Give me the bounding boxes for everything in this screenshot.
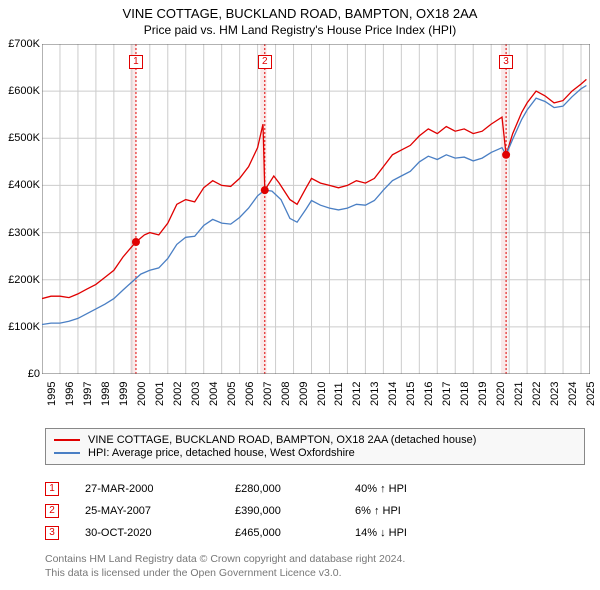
sales-date: 30-OCT-2020 [85,527,235,539]
x-tick-label: 2011 [333,382,345,406]
legend-row: VINE COTTAGE, BUCKLAND ROAD, BAMPTON, OX… [54,434,576,446]
y-tick-label: £500K [8,132,40,144]
x-tick-label: 1997 [82,382,94,406]
sales-table: 1 27-MAR-2000£280,00040% ↑ HPI 2 25-MAY-200… [45,478,585,544]
title-main: VINE COTTAGE, BUCKLAND ROAD, BAMPTON, OX… [0,6,600,21]
x-tick-label: 2004 [208,382,220,406]
chart-titles: VINE COTTAGE, BUCKLAND ROAD, BAMPTON, OX… [0,0,600,37]
x-tick-label: 2008 [280,382,292,406]
legend-swatch [54,452,80,454]
footer-line2: This data is licensed under the Open Gov… [45,566,405,580]
sales-row: 1 27-MAR-2000£280,00040% ↑ HPI [45,478,585,500]
x-tick-label: 1999 [118,382,130,406]
x-tick-label: 2024 [567,382,579,406]
y-tick-label: £700K [8,38,40,50]
x-tick-label: 2013 [369,382,381,406]
y-tick-label: £400K [8,179,40,191]
y-tick-label: £0 [28,368,40,380]
title-sub: Price paid vs. HM Land Registry's House … [0,23,600,37]
x-tick-label: 1998 [100,382,112,406]
sales-idx-badge: 3 [45,526,59,540]
sales-pct: 14% ↓ HPI [355,527,475,539]
x-tick-label: 1995 [46,382,58,406]
legend-label: HPI: Average price, detached house, West… [88,447,355,459]
x-tick-label: 2000 [136,382,148,406]
chart-container: VINE COTTAGE, BUCKLAND ROAD, BAMPTON, OX… [0,0,600,590]
sale-marker-badge: 3 [499,55,513,69]
x-tick-label: 2005 [226,382,238,406]
sales-row: 3 30-OCT-2020£465,00014% ↓ HPI [45,522,585,544]
sales-date: 25-MAY-2007 [85,505,235,517]
plot-svg [42,44,590,374]
sales-idx-badge: 2 [45,504,59,518]
sales-price: £465,000 [235,527,355,539]
x-tick-label: 2007 [262,382,274,406]
x-tick-label: 2023 [549,382,561,406]
footer-line1: Contains HM Land Registry data © Crown c… [45,552,405,566]
x-tick-label: 2003 [190,382,202,406]
sales-idx-badge: 1 [45,482,59,496]
x-tick-label: 2012 [351,382,363,406]
x-tick-label: 2002 [172,382,184,406]
sales-pct: 6% ↑ HPI [355,505,475,517]
y-tick-label: £100K [8,321,40,333]
sales-price: £280,000 [235,483,355,495]
x-tick-label: 2018 [459,382,471,406]
legend-swatch [54,439,80,441]
sales-pct: 40% ↑ HPI [355,483,475,495]
x-tick-label: 2016 [423,382,435,406]
sales-price: £390,000 [235,505,355,517]
x-tick-label: 2020 [495,382,507,406]
x-tick-label: 2015 [405,382,417,406]
legend-label: VINE COTTAGE, BUCKLAND ROAD, BAMPTON, OX… [88,434,476,446]
legend: VINE COTTAGE, BUCKLAND ROAD, BAMPTON, OX… [45,428,585,465]
footer-attribution: Contains HM Land Registry data © Crown c… [45,552,405,580]
x-tick-label: 2017 [441,382,453,406]
x-tick-label: 2022 [531,382,543,406]
x-tick-label: 2006 [244,382,256,406]
legend-row: HPI: Average price, detached house, West… [54,447,576,459]
y-tick-label: £200K [8,274,40,286]
x-tick-label: 2021 [513,382,525,406]
sales-date: 27-MAR-2000 [85,483,235,495]
sale-marker-badge: 1 [129,55,143,69]
x-tick-label: 2001 [154,382,166,406]
x-tick-label: 1996 [64,382,76,406]
x-tick-label: 2010 [316,382,328,406]
plot-area [42,44,590,374]
sales-row: 2 25-MAY-2007£390,0006% ↑ HPI [45,500,585,522]
x-tick-label: 2019 [477,382,489,406]
sale-marker-badge: 2 [258,55,272,69]
y-tick-label: £600K [8,85,40,97]
x-tick-label: 2009 [298,382,310,406]
x-tick-label: 2025 [585,382,597,406]
y-tick-label: £300K [8,227,40,239]
x-tick-label: 2014 [387,382,399,406]
